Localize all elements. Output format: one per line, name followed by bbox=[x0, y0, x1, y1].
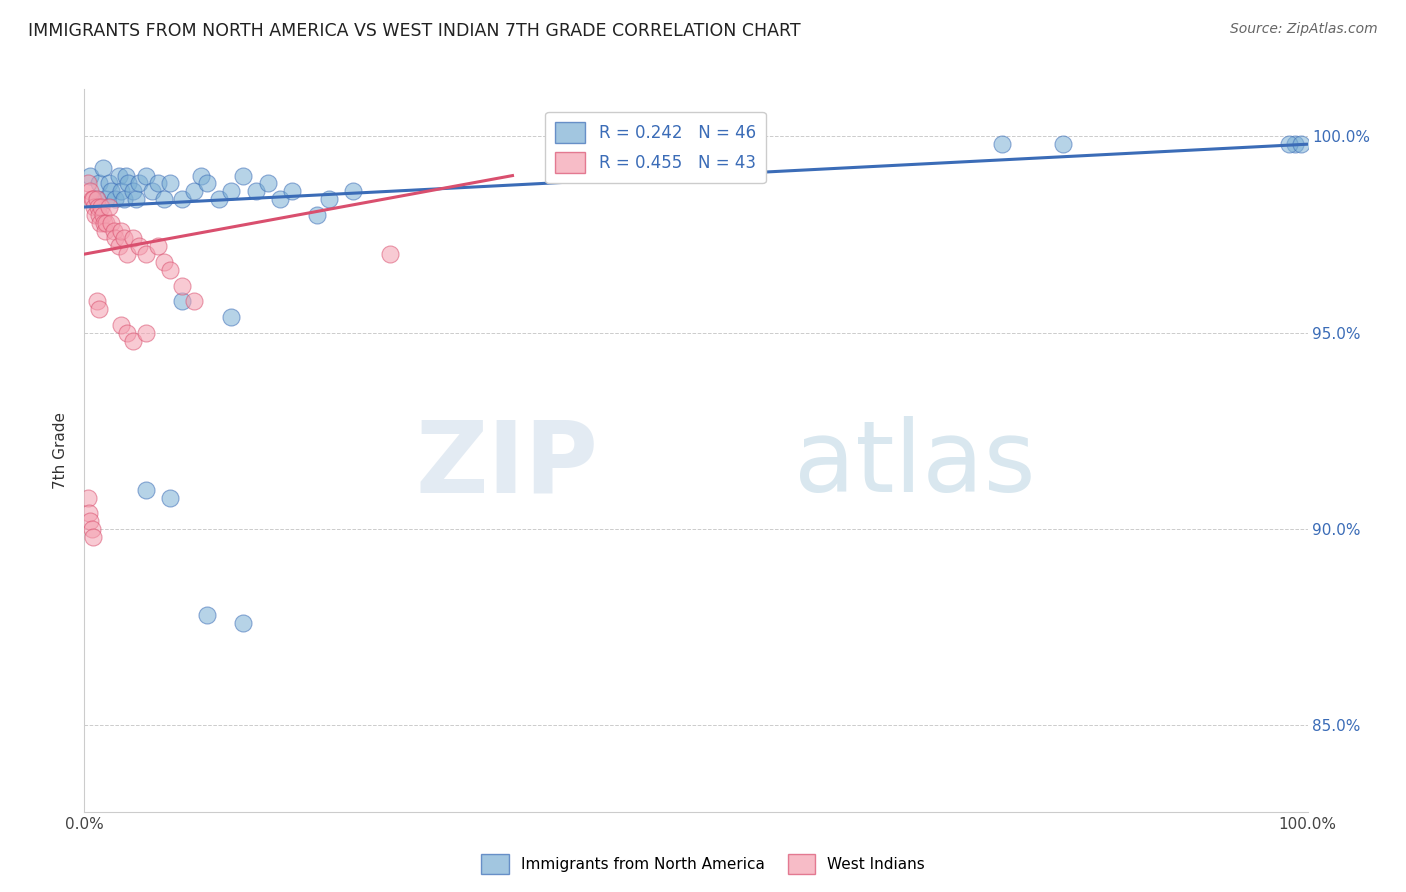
Point bbox=[115, 169, 138, 183]
Point bbox=[128, 239, 150, 253]
Point bbox=[77, 506, 100, 520]
Point bbox=[82, 192, 104, 206]
Point bbox=[97, 177, 120, 191]
Point bbox=[219, 310, 242, 324]
Point bbox=[318, 192, 340, 206]
Legend: R = 0.242   N = 46, R = 0.455   N = 43: R = 0.242 N = 46, R = 0.455 N = 43 bbox=[546, 112, 766, 183]
Y-axis label: 7th Grade: 7th Grade bbox=[53, 412, 69, 489]
Point bbox=[232, 616, 254, 631]
Point bbox=[135, 169, 157, 183]
Point bbox=[146, 239, 169, 253]
Point bbox=[87, 200, 110, 214]
Point bbox=[183, 294, 205, 309]
Text: IMMIGRANTS FROM NORTH AMERICA VS WEST INDIAN 7TH GRADE CORRELATION CHART: IMMIGRANTS FROM NORTH AMERICA VS WEST IN… bbox=[28, 22, 801, 40]
Point bbox=[77, 177, 100, 191]
Point bbox=[183, 184, 205, 198]
Point bbox=[115, 247, 138, 261]
Point bbox=[128, 177, 150, 191]
Point bbox=[208, 192, 231, 206]
Point bbox=[122, 184, 145, 198]
Point bbox=[110, 184, 132, 198]
Point bbox=[159, 262, 181, 277]
Point bbox=[86, 294, 108, 309]
Point bbox=[103, 223, 125, 237]
Point bbox=[94, 223, 117, 237]
Point bbox=[122, 334, 145, 348]
Point bbox=[172, 278, 194, 293]
Point bbox=[79, 514, 101, 528]
Point bbox=[257, 177, 280, 191]
Point bbox=[195, 608, 218, 623]
Point bbox=[83, 200, 105, 214]
Point bbox=[86, 192, 108, 206]
Point bbox=[86, 192, 108, 206]
Point bbox=[195, 177, 218, 191]
Point bbox=[135, 247, 157, 261]
Point bbox=[100, 216, 122, 230]
Point bbox=[159, 491, 181, 505]
Point bbox=[91, 208, 114, 222]
Point bbox=[172, 192, 194, 206]
Point bbox=[93, 216, 115, 230]
Point bbox=[89, 216, 111, 230]
Point bbox=[80, 192, 103, 206]
Point bbox=[146, 177, 169, 191]
Point bbox=[305, 208, 328, 222]
Point bbox=[87, 177, 110, 191]
Point bbox=[219, 184, 242, 198]
Point bbox=[87, 302, 110, 317]
Point bbox=[79, 184, 101, 198]
Point bbox=[110, 223, 132, 237]
Point bbox=[172, 294, 194, 309]
Point bbox=[110, 318, 132, 332]
Point bbox=[245, 184, 267, 198]
Point bbox=[112, 192, 135, 206]
Point bbox=[1052, 137, 1074, 152]
Point bbox=[153, 255, 176, 269]
Point bbox=[1291, 137, 1313, 152]
Text: Source: ZipAtlas.com: Source: ZipAtlas.com bbox=[1230, 22, 1378, 37]
Text: ZIP: ZIP bbox=[415, 417, 598, 514]
Point bbox=[91, 161, 114, 175]
Point bbox=[122, 231, 145, 245]
Point bbox=[90, 200, 112, 214]
Point bbox=[125, 192, 148, 206]
Point bbox=[115, 326, 138, 340]
Point bbox=[117, 177, 139, 191]
Point bbox=[96, 216, 118, 230]
Point bbox=[153, 192, 176, 206]
Point bbox=[104, 192, 127, 206]
Point bbox=[380, 247, 402, 261]
Point bbox=[79, 169, 101, 183]
Point bbox=[991, 137, 1014, 152]
Point bbox=[100, 184, 122, 198]
Point bbox=[112, 231, 135, 245]
Point bbox=[77, 491, 100, 505]
Point bbox=[80, 522, 103, 536]
Point bbox=[107, 169, 129, 183]
Point bbox=[84, 208, 107, 222]
Text: atlas: atlas bbox=[794, 417, 1035, 514]
Point bbox=[1278, 137, 1301, 152]
Point bbox=[141, 184, 163, 198]
Point bbox=[1284, 137, 1306, 152]
Point bbox=[104, 231, 127, 245]
Point bbox=[135, 326, 157, 340]
Point bbox=[269, 192, 291, 206]
Point bbox=[232, 169, 254, 183]
Point bbox=[281, 184, 304, 198]
Legend: Immigrants from North America, West Indians: Immigrants from North America, West Indi… bbox=[475, 848, 931, 880]
Point bbox=[107, 239, 129, 253]
Point bbox=[97, 200, 120, 214]
Point bbox=[135, 483, 157, 497]
Point bbox=[87, 208, 110, 222]
Point bbox=[342, 184, 364, 198]
Point bbox=[159, 177, 181, 191]
Point bbox=[82, 530, 104, 544]
Point bbox=[96, 192, 118, 206]
Point bbox=[190, 169, 212, 183]
